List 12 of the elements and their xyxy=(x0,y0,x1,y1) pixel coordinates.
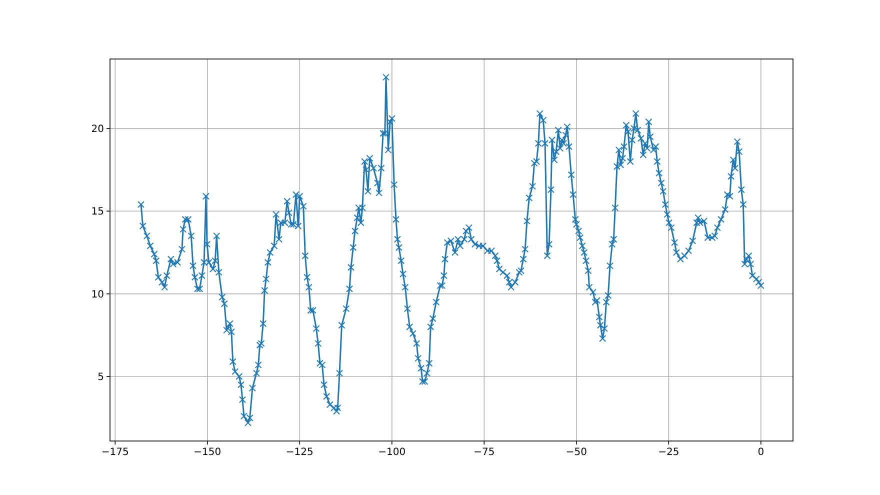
x-tick-label: −75 xyxy=(474,447,495,458)
y-tick-label: 20 xyxy=(91,124,104,135)
x-tick-label: −125 xyxy=(286,447,314,458)
y-tick-label: 5 xyxy=(98,372,104,384)
y-tick-label: 10 xyxy=(91,289,104,300)
x-tick-label: −175 xyxy=(101,447,129,458)
y-tick-label: 15 xyxy=(91,206,104,218)
x-tick-label: −25 xyxy=(658,447,680,458)
x-tick-label: 0 xyxy=(758,447,764,458)
x-tick-label: −50 xyxy=(566,447,587,458)
x-tick-label: −150 xyxy=(194,447,222,458)
x-tick-label: −100 xyxy=(378,447,406,458)
